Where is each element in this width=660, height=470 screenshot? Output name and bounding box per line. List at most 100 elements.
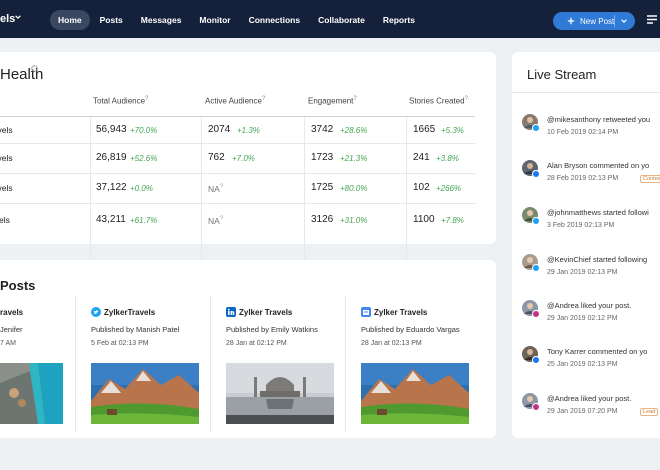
activity-time: 29 Jan 2019 07:20 PM xyxy=(547,408,618,415)
activity-item[interactable]: @KevinChief started following 29 Jan 201… xyxy=(522,254,660,294)
help-icon[interactable]: ? xyxy=(219,184,224,191)
activity-item[interactable]: Alan Bryson commented on yo 28 Feb 2019 … xyxy=(522,160,660,200)
activity-item[interactable]: @Andrea liked your post. 29 Jan 2019 07:… xyxy=(522,393,660,433)
post-publisher: Published by Emily Watkins xyxy=(226,325,318,334)
nav-home[interactable]: Home xyxy=(50,10,90,30)
recent-posts-card: Posts ravels Jenifer 7 AM ZylkerTravels … xyxy=(0,260,496,438)
help-icon[interactable]: ? xyxy=(464,96,468,102)
linkedin-icon xyxy=(226,307,236,317)
chevron-down-icon[interactable] xyxy=(14,13,22,21)
column-divider xyxy=(90,117,91,282)
avatar xyxy=(522,300,540,318)
activity-time: 28 Feb 2019 02:13 PM xyxy=(547,175,619,182)
metric-value: 102 xyxy=(413,182,430,193)
brand-health-card: Health Total Audience? Active Audience? … xyxy=(0,52,496,282)
metric-change: +61.7% xyxy=(130,216,158,225)
menu-icon[interactable] xyxy=(647,15,657,24)
avatar xyxy=(522,254,540,272)
divider xyxy=(512,92,660,93)
activity-item[interactable]: @johnmatthews started followi 3 Feb 2019… xyxy=(522,207,660,247)
live-stream-card: Live Stream @mikesanthony retweeted you … xyxy=(512,52,660,438)
metric-change: +7.0% xyxy=(232,154,255,163)
metric-value-text: NA xyxy=(208,184,220,194)
metric-change: +28.6% xyxy=(340,126,368,135)
nav-collaborate[interactable]: Collaborate xyxy=(318,15,365,25)
help-icon[interactable]: ? xyxy=(219,216,224,223)
nav-messages[interactable]: Messages xyxy=(140,15,182,25)
post-account-name[interactable]: ZylkerTravels xyxy=(104,308,156,317)
activity-text: Tony Karrer commented on yo xyxy=(547,347,648,356)
column-header: Active Audience? xyxy=(205,96,265,106)
metric-value: 2074 xyxy=(208,124,231,135)
avatar xyxy=(522,207,540,225)
column-divider xyxy=(406,117,407,282)
column-header-text: Total Audience xyxy=(93,96,146,106)
nav-posts[interactable]: Posts xyxy=(99,15,123,25)
metric-value: 37,122 xyxy=(96,182,127,193)
nav-connections[interactable]: Connections xyxy=(248,15,301,25)
post-publisher: Published by Eduardo Vargas xyxy=(361,325,460,334)
post-image-resort[interactable] xyxy=(0,363,63,424)
help-icon[interactable]: ? xyxy=(353,96,357,102)
row-divider xyxy=(0,173,475,174)
activity-item[interactable]: Tony Karrer commented on yo 25 Jan 2019 … xyxy=(522,346,660,386)
post-image-taj-mahal[interactable] xyxy=(226,363,334,424)
activity-item[interactable]: @Andrea liked your post. 29 Jan 2019 02:… xyxy=(522,300,660,340)
avatar xyxy=(522,346,540,364)
metric-value: 1723 xyxy=(311,152,334,163)
new-post-button[interactable]: New Post xyxy=(553,12,635,30)
metric-value-text: NA xyxy=(208,216,220,226)
metric-value: 762 xyxy=(208,152,225,163)
google-business-icon xyxy=(361,307,371,317)
post-publisher: Published by Manish Patel xyxy=(91,325,180,334)
top-navigation-bar: els Home Posts Messages Monitor Connecti… xyxy=(0,0,660,38)
metric-change: +21.3% xyxy=(340,154,368,163)
nav-monitor[interactable]: Monitor xyxy=(199,15,231,25)
activity-tag[interactable]: Lead xyxy=(640,408,659,416)
column-header-text: Stories Created xyxy=(409,96,465,106)
metric-value: 1100 xyxy=(413,214,435,225)
metric-change: +5.3% xyxy=(441,126,464,135)
column-header: Total Audience? xyxy=(93,96,148,106)
help-icon[interactable]: ? xyxy=(145,96,149,102)
metric-value: 3126 xyxy=(311,214,334,225)
account-name[interactable]: ravels xyxy=(0,125,13,135)
account-name[interactable]: ravels xyxy=(0,153,13,163)
post-date: 28 Jan at 02:13 PM xyxy=(361,340,422,347)
metric-value: 26,819 xyxy=(96,152,127,163)
brand-name[interactable]: els xyxy=(0,13,16,25)
post-account-name[interactable]: Zylker Travels xyxy=(239,308,293,317)
help-icon[interactable]: ? xyxy=(261,96,266,102)
metric-change: +7.8% xyxy=(441,216,464,225)
metric-value: NA? xyxy=(208,216,223,226)
activity-time: 29 Jan 2019 02:13 PM xyxy=(547,269,618,276)
post-image-mountains[interactable] xyxy=(91,363,199,424)
metric-change: +80.0% xyxy=(340,184,368,193)
info-icon[interactable] xyxy=(31,65,38,72)
plus-icon xyxy=(567,17,575,25)
metric-change: +31.0% xyxy=(340,216,368,225)
metric-value: 3742 xyxy=(311,124,334,135)
activity-tag[interactable]: Contest xyxy=(640,175,660,183)
row-divider xyxy=(0,143,475,144)
metric-value: 241 xyxy=(413,152,430,163)
column-header-text: Engagement xyxy=(308,96,354,106)
twitter-icon xyxy=(91,307,101,317)
column-divider xyxy=(345,296,346,432)
button-divider xyxy=(614,15,615,27)
nav-reports[interactable]: Reports xyxy=(382,15,415,25)
avatar xyxy=(522,114,540,132)
post-account-name[interactable]: Zylker Travels xyxy=(374,308,428,317)
chevron-down-icon[interactable] xyxy=(620,17,628,25)
account-name[interactable]: ravels xyxy=(0,183,13,193)
post-date: 5 Feb at 02:13 PM xyxy=(91,340,149,347)
activity-item[interactable]: @mikesanthony retweeted you 10 Feb 2019 … xyxy=(522,114,660,154)
account-name[interactable]: avels xyxy=(0,215,10,225)
activity-text: @mikesanthony retweeted you xyxy=(547,115,651,124)
post-image-mountains[interactable] xyxy=(361,363,469,424)
post-account-name[interactable]: ravels xyxy=(0,308,24,317)
metric-value: 43,211 xyxy=(96,214,126,225)
metric-value: NA? xyxy=(208,184,223,194)
metric-change: +1.3% xyxy=(237,126,260,135)
activity-time: 3 Feb 2019 02:13 PM xyxy=(547,222,615,229)
